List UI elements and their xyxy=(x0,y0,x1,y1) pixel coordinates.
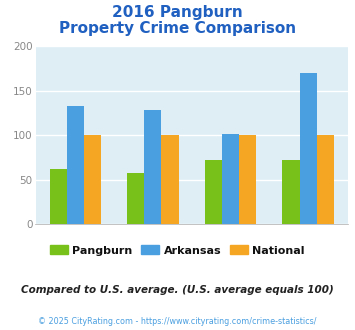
Text: 2016 Pangburn: 2016 Pangburn xyxy=(112,5,243,20)
Bar xyxy=(283,160,300,224)
Bar xyxy=(84,135,101,224)
Bar xyxy=(222,134,239,224)
Text: Compared to U.S. average. (U.S. average equals 100): Compared to U.S. average. (U.S. average … xyxy=(21,285,334,295)
Bar xyxy=(127,173,144,224)
Text: © 2025 CityRating.com - https://www.cityrating.com/crime-statistics/: © 2025 CityRating.com - https://www.city… xyxy=(38,317,317,326)
Legend: Pangburn, Arkansas, National: Pangburn, Arkansas, National xyxy=(46,241,309,260)
Bar xyxy=(205,160,222,224)
Bar xyxy=(67,106,84,224)
Bar xyxy=(239,135,256,224)
Text: Property Crime Comparison: Property Crime Comparison xyxy=(59,21,296,36)
Bar xyxy=(300,73,317,224)
Bar xyxy=(317,135,334,224)
Bar xyxy=(50,169,67,224)
Bar xyxy=(162,135,179,224)
Bar xyxy=(144,110,162,224)
